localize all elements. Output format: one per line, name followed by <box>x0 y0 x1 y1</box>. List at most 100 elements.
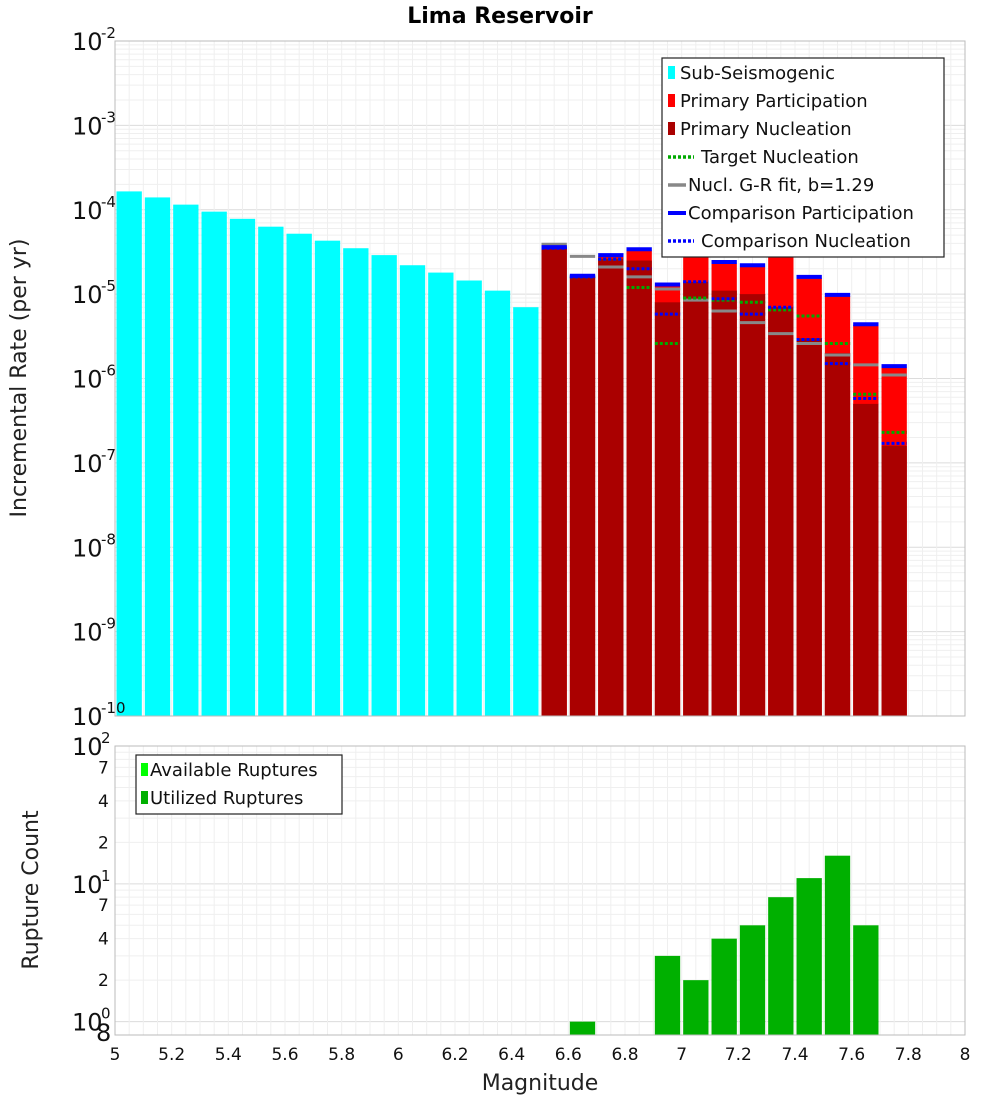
sub-seismogenic-bar <box>173 204 199 717</box>
x-tick-label: 6 <box>393 1045 404 1065</box>
bottom-legend-box <box>135 754 343 815</box>
legend-label-comparison-participation: Comparison Participation <box>688 203 914 224</box>
utilized-ruptures-bar <box>824 855 851 1035</box>
sub-seismogenic-bar <box>258 226 284 716</box>
bottom-y-tick-label: 2 <box>98 971 109 991</box>
x-tick-label: 5.4 <box>215 1045 242 1065</box>
bottom-y-tick-label: 7 <box>98 758 109 778</box>
x-tick-label: 7.8 <box>895 1045 922 1065</box>
top-y-tick-label: 10 <box>72 450 103 478</box>
x-tick-label: 6.6 <box>555 1045 582 1065</box>
sub-seismogenic-bar <box>371 255 397 716</box>
primary-nucleation-bar <box>853 403 879 716</box>
x-tick-label: 6.8 <box>611 1045 638 1065</box>
utilized-ruptures-bar <box>768 897 794 1035</box>
bottom-y-tick-exponent: 1 <box>101 867 111 885</box>
legend-swatch-sub-seismogenic <box>668 66 675 79</box>
utilized-ruptures-bar <box>569 1021 596 1035</box>
primary-nucleation-bar <box>796 338 822 716</box>
top-y-tick-exponent: -8 <box>101 530 116 548</box>
x-tick-label: 6.4 <box>498 1045 525 1065</box>
x-tick-label: 5.6 <box>271 1045 298 1065</box>
bottom-y-tick-label: 10 <box>72 733 103 761</box>
legend-swatch-utilized-ruptures <box>141 791 148 804</box>
x-tick-label: 7.6 <box>838 1045 865 1065</box>
sub-seismogenic-bar <box>201 211 227 716</box>
primary-nucleation-bar <box>824 353 851 716</box>
x-tick-label: 7 <box>676 1045 687 1065</box>
top-y-tick-exponent: -2 <box>101 24 116 42</box>
legend-swatch-available-ruptures <box>141 763 148 776</box>
bottom-y-tick-exponent: 0 <box>101 1005 111 1023</box>
primary-nucleation-bar <box>711 290 737 716</box>
x-tick-label: 8 <box>960 1045 971 1065</box>
top-y-tick-exponent: -4 <box>101 193 116 211</box>
top-y-tick-label: 10 <box>72 112 103 140</box>
legend-swatch-primary-nucleation <box>668 122 675 135</box>
x-tick-labels: 5 5.2 5.4 5.6 5.8 6 6.2 6.4 6.6 6.8 7 7.2 7.4 7.6 7.8 8 <box>110 1045 971 1065</box>
x-tick-label: 5.2 <box>158 1045 185 1065</box>
sub-seismogenic-bar <box>314 240 341 717</box>
bottom-plot-frame <box>114 745 966 1036</box>
x-tick-label: 6.2 <box>441 1045 468 1065</box>
utilized-ruptures-bar <box>654 955 681 1035</box>
top-y-tick-label: 10 <box>72 534 103 562</box>
bottom-y-tick-label: 10 <box>72 1009 103 1037</box>
top-y-tick-label: 10 <box>72 197 103 225</box>
primary-nucleation-bar <box>541 247 567 716</box>
bottom-y-tick-label: 7 <box>98 896 109 916</box>
primary-nucleation-bar <box>683 281 709 716</box>
legend-label-utilized-ruptures: Utilized Ruptures <box>150 788 303 809</box>
top-y-tick-exponent: -6 <box>101 362 116 380</box>
primary-nucleation-bar <box>768 307 794 716</box>
sub-seismogenic-bar <box>484 290 511 716</box>
x-tick-label: 5.8 <box>328 1045 355 1065</box>
utilized-ruptures-bar <box>711 938 737 1035</box>
legend-label-gr-fit: Nucl. G-R fit, b=1.29 <box>688 175 874 196</box>
legend-label-available-ruptures: Available Ruptures <box>150 760 318 781</box>
x-tick-label: 5 <box>110 1045 121 1065</box>
sub-seismogenic-bar <box>144 197 171 717</box>
sub-seismogenic-bar <box>456 280 482 716</box>
sub-seismogenic-bar <box>286 233 312 716</box>
top-y-tick-label: 10 <box>72 281 103 309</box>
bottom-bars <box>569 855 879 1035</box>
legend-label-comparison-nucleation: Comparison Nucleation <box>701 231 911 252</box>
chart-title: Lima Reservoir <box>407 4 593 29</box>
sub-seismogenic-bar <box>513 307 539 716</box>
utilized-ruptures-bar <box>739 925 766 1035</box>
legend-label-sub-seismogenic: Sub-Seismogenic <box>680 63 835 84</box>
top-y-tick-label: 10 <box>72 28 103 56</box>
top-y-tick-label: 10 <box>72 619 103 647</box>
primary-nucleation-bar <box>881 445 907 716</box>
utilized-ruptures-bar <box>683 980 709 1035</box>
bottom-y-tick-label: 4 <box>98 930 109 950</box>
top-y-tick-exponent: -7 <box>101 446 116 464</box>
bottom-y-tick-label: 4 <box>98 792 109 812</box>
primary-nucleation-bar <box>739 294 766 716</box>
legend-label-primary-nucleation: Primary Nucleation <box>680 119 852 140</box>
x-tick-label: 7.2 <box>725 1045 752 1065</box>
sub-seismogenic-bar <box>116 191 142 717</box>
top-y-tick-exponent: -10 <box>101 699 126 717</box>
utilized-ruptures-bar <box>796 878 822 1035</box>
top-plot-frame <box>114 40 966 717</box>
top-y-tick-label: 10 <box>72 366 103 394</box>
bottom-y-axis-label: Rupture Count <box>19 810 44 970</box>
top-legend-box <box>661 57 945 258</box>
utilized-ruptures-bar <box>853 925 879 1035</box>
top-y-axis-label: Incremental Rate (per yr) <box>7 239 32 518</box>
bottom-y-tick-label: 10 <box>72 871 103 899</box>
primary-nucleation-bar <box>569 276 596 716</box>
top-y-tick-exponent: -9 <box>101 615 116 633</box>
top-bars <box>116 191 907 717</box>
top-legend: Sub-Seismogenic Primary Participation Pr… <box>661 57 945 258</box>
x-axis-label: Magnitude <box>482 1071 599 1096</box>
legend-swatch-primary-participation <box>668 94 675 107</box>
sub-seismogenic-bar <box>428 272 454 716</box>
sub-seismogenic-bar <box>229 218 256 716</box>
x-tick-label: 7.4 <box>781 1045 808 1065</box>
